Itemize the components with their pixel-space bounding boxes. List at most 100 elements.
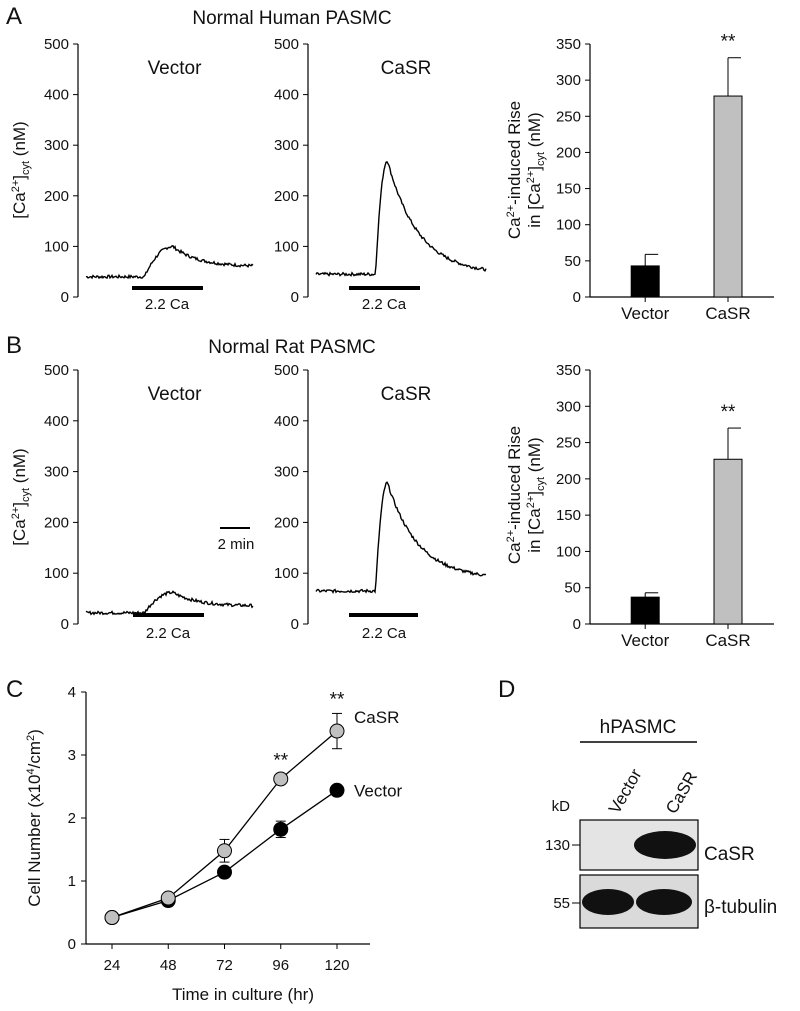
growth-point-casr-3 [273,771,289,787]
growth-ytick-label-4: 4 [68,684,76,701]
panel-d-letter: D [498,676,515,703]
trace-a-vector-label: Vector [148,58,203,79]
trace-a-vector-line [85,245,254,280]
growth-series-label-casr: CaSR [354,708,399,727]
panel-d-header: hPASMC [600,717,677,738]
panel-b-scale-label: 2 min [218,536,255,553]
trace-a-casr-ytick-label-300: 300 [274,137,299,154]
bar-b-xtick-label-1: CaSR [705,631,750,650]
trace-b-vector-ytick-label-400: 400 [44,413,69,430]
trace-b-vector-line [85,590,254,616]
growth-xtick-label-120: 120 [324,957,349,974]
panel-c-ylabel: Cell Number (x104/cm2) [25,729,44,907]
panel-a-vector-stim-label: 2.2 Ca [145,296,190,313]
growth-xtick-label-96: 96 [272,957,289,974]
bar-b-ytick-label-0: 0 [573,616,581,633]
bar-a-xtick-label-0: Vector [621,304,670,323]
bar-b-ytick-label-250: 250 [556,435,581,452]
kd-label: kD [552,798,571,815]
panel-a-letter: A [6,3,22,30]
bar-a-bar-1 [713,95,743,298]
trace-b-vector-label: Vector [148,384,203,405]
bar-a-ytick-label-150: 150 [556,181,581,198]
growth-line-casr [111,730,338,919]
blot-casr-band [634,831,696,859]
trace-b-casr-label: CaSR [381,384,432,405]
panel-b-title: Normal Rat PASMC [208,337,376,358]
trace-a-casr-ytick-label-200: 200 [274,188,299,205]
panel-b-bar-ylabel-line1: Ca2+-induced Rise [505,426,524,564]
trace-a-casr-ytick-label-0: 0 [291,289,299,306]
panel-b-vector-stim-label: 2.2 Ca [146,625,191,642]
panel-a-trace-ylabel: [Ca2+]cyt (nM) [10,121,32,218]
growth-significance-96: ** [273,751,288,772]
bar-a-ytick-label-50: 50 [564,253,581,270]
trace-a-vector-ytick-label-0: 0 [61,289,69,306]
growth-series-label-vector: Vector [354,781,403,800]
bar-a-ytick-label-250: 250 [556,108,581,125]
bar-b-ytick-label-350: 350 [556,362,581,379]
trace-b-casr-ytick-label-300: 300 [274,464,299,481]
marker-55: 55 [553,895,570,912]
panel-c-growth-chart: 0 1 2 3 4 24 48 72 96 120 Time in culture (hr) Vect… [68,684,403,1004]
bar-b-ytick-label-200: 200 [556,471,581,488]
trace-a-casr-ytick-label-500: 500 [274,36,299,53]
trace-b-casr-line [315,481,487,594]
bar-a-ytick-label-350: 350 [556,36,581,53]
growth-point-vector-3 [273,821,289,837]
panel-b-vector-trace-plot: 0 100 200 300 400 500 Vector [44,362,254,633]
growth-point-casr-0 [104,910,120,926]
trace-b-casr-ytick-label-500: 500 [274,362,299,379]
trace-a-vector-ytick-label-500: 500 [44,36,69,53]
bar-a-xtick-label-1: CaSR [705,304,750,323]
trace-a-vector-ytick-label-400: 400 [44,87,69,104]
band-label-casr: CaSR [704,844,755,865]
trace-b-vector-ytick-label-0: 0 [61,616,69,633]
bar-b-ytick-label-300: 300 [556,398,581,415]
trace-b-casr-ytick-label-400: 400 [274,413,299,430]
growth-point-casr-4 [329,723,345,739]
growth-point-vector-2 [217,864,232,880]
bar-a-ytick-label-0: 0 [573,289,581,306]
panel-b-bar-chart: 0 50 100 150 200 250 300 350 Vector CaSR ** [556,362,774,650]
growth-ytick-label-3: 3 [68,747,76,764]
bar-b-bar-1 [713,458,743,625]
panel-a-casr-stim-label: 2.2 Ca [362,296,407,313]
trace-a-casr-line [315,161,487,277]
panel-a-bar-chart: 0 50 100 150 200 250 300 350 Vector CaSR ** [556,32,774,323]
bar-a-significance: ** [721,32,736,53]
panel-b-bar-ylabel-line2: in [Ca2+]cyt (nM) [525,437,547,552]
bar-b-ytick-label-100: 100 [556,543,581,560]
lane-label-casr: CaSR [662,768,701,817]
growth-point-casr-1 [160,890,176,906]
panel-b-casr-stim-label: 2.2 Ca [362,625,407,642]
growth-xtick-label-48: 48 [160,957,177,974]
panel-b-casr-trace-plot: 0 100 200 300 400 500 CaSR [274,362,487,633]
growth-ytick-label-0: 0 [68,936,76,953]
growth-ytick-label-1: 1 [68,873,76,890]
growth-point-vector-4 [329,782,345,798]
panel-b-trace-ylabel: [Ca2+]cyt (nM) [10,448,32,545]
panel-a-bar-ylabel-line1: Ca2+-induced Rise [505,101,524,239]
marker-130: 130 [545,837,570,854]
growth-xtick-label-24: 24 [104,957,121,974]
trace-b-casr-ytick-label-100: 100 [274,565,299,582]
growth-ytick-label-2: 2 [68,810,76,827]
trace-a-vector-ytick-label-100: 100 [44,238,69,255]
bar-b-ytick-label-50: 50 [564,580,581,597]
panel-b-letter: B [6,332,22,359]
trace-b-vector-ytick-label-100: 100 [44,565,69,582]
panel-a-vector-trace-plot: 0 100 200 300 400 500 Vector [44,36,254,306]
trace-a-casr-ytick-label-100: 100 [274,238,299,255]
trace-a-casr-label: CaSR [381,58,432,79]
trace-b-casr-ytick-label-0: 0 [291,616,299,633]
trace-b-vector-ytick-label-500: 500 [44,362,69,379]
bar-b-bar-0 [630,596,660,625]
trace-b-casr-ytick-label-200: 200 [274,514,299,531]
blot-tubulin-band-vector [582,889,634,915]
bar-a-ytick-label-200: 200 [556,144,581,161]
blot-tubulin-band-casr [636,889,692,915]
trace-a-vector-ytick-label-200: 200 [44,188,69,205]
band-label-tubulin: β-tubulin [704,897,777,918]
panel-a-title: Normal Human PASMC [192,8,391,29]
